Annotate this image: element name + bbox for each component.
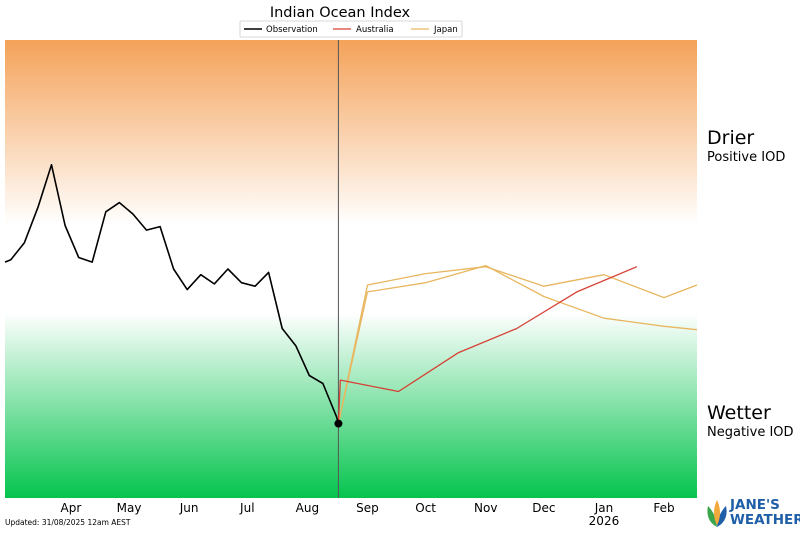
brand-logo[interactable]: JANE'S WEATHER xyxy=(705,497,800,529)
dry-zone xyxy=(5,40,697,225)
series-layer xyxy=(4,164,698,428)
legend-label-observation: Observation xyxy=(266,25,318,35)
x-tick-label-feb: Feb xyxy=(653,501,674,515)
x-tick-label-may: May xyxy=(117,501,142,515)
x-tick-label-jul: Jul xyxy=(239,501,254,515)
plot-background xyxy=(5,40,697,498)
updated-timestamp: Updated: 31/08/2025 12am AEST xyxy=(5,518,131,527)
wet-zone xyxy=(5,313,697,498)
x-axis-year-label: 2026 xyxy=(589,514,620,528)
dry-zone-label: Drier xyxy=(707,127,755,149)
wet-zone-labels: Wetter Negative IOD xyxy=(707,402,794,442)
x-tick-label-oct: Oct xyxy=(415,501,436,515)
x-tick-label-apr: Apr xyxy=(61,501,82,515)
series-line-observation xyxy=(4,164,340,424)
neutral-zone xyxy=(5,225,697,313)
latest-observation-dot xyxy=(334,419,343,428)
legend-label-japan: Japan xyxy=(433,25,458,35)
x-tick-label-dec: Dec xyxy=(532,501,555,515)
dry-zone-labels: Drier Positive IOD xyxy=(707,127,785,167)
x-axis-ticks: Apr May Jun Jul Aug Sep Oct Nov Dec Jan Feb xyxy=(61,501,675,515)
brand-line-1: JANE'S xyxy=(730,497,780,513)
series-line-japan-1 xyxy=(337,264,698,424)
x-tick-label-jan: Jan xyxy=(594,501,614,515)
dry-zone-sublabel: Positive IOD xyxy=(707,150,786,165)
x-tick-label-sep: Sep xyxy=(356,501,379,515)
brand-wordmark: JANE'S WEATHER xyxy=(730,498,800,527)
chart-title: Indian Ocean Index xyxy=(270,5,411,21)
wet-zone-sublabel: Negative IOD xyxy=(707,425,794,440)
series-line-japan-2 xyxy=(337,266,698,424)
legend-label-australia: Australia xyxy=(356,25,394,35)
x-tick-label-nov: Nov xyxy=(474,501,497,515)
leaf-icon xyxy=(707,500,727,527)
x-tick-label-aug: Aug xyxy=(296,501,319,515)
legend: Observation Australia Japan xyxy=(239,20,463,38)
wet-zone-label: Wetter xyxy=(707,402,771,424)
series-line-australia-1 xyxy=(337,266,638,424)
brand-line-2: WEATHER xyxy=(730,511,800,528)
x-tick-label-jun: Jun xyxy=(179,501,199,515)
